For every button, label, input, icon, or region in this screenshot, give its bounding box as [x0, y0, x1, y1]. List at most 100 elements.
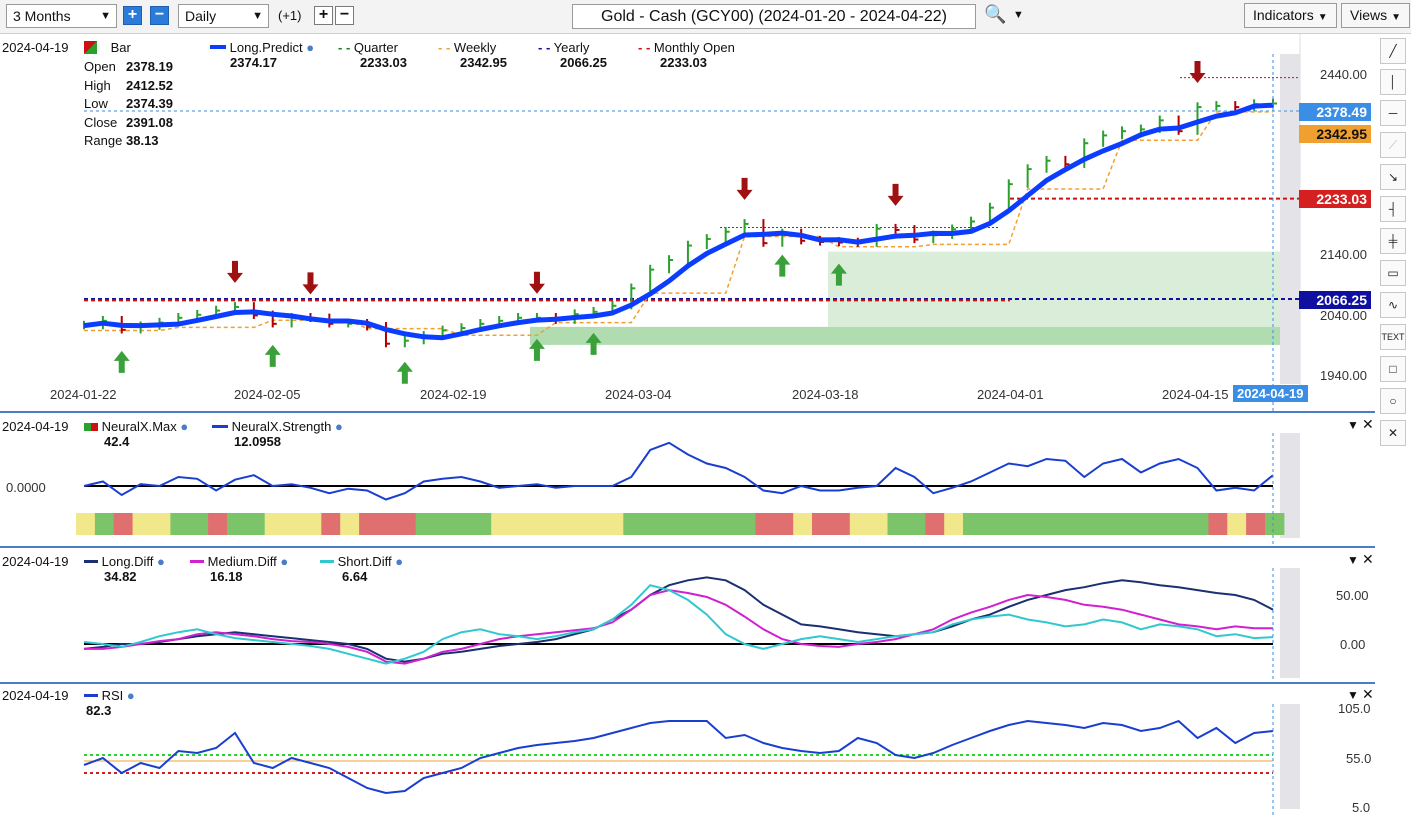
offset-increase-button[interactable]: + [314, 6, 333, 25]
neural-max-bar [283, 513, 303, 535]
legend-short-diff-value: 6.64 [342, 569, 368, 584]
projection-band [1280, 433, 1300, 538]
collapse-icon[interactable]: ▼ [1347, 553, 1359, 567]
rsi-line [83, 719, 1274, 795]
x-tick: 2024-04-01 [977, 387, 1044, 402]
neural-max-bar [227, 513, 247, 535]
legend-long-diff: Long.Diff ● 34.82 [84, 554, 165, 584]
search-icon[interactable]: 🔍 [984, 4, 1007, 24]
zero-label: 0.0000 [6, 480, 46, 495]
legend-weekly-label: Weekly [453, 40, 497, 55]
legend-medium-diff-label: Medium.Diff [207, 554, 277, 569]
neural-max-bar [547, 513, 568, 535]
neural-max-bar [1189, 513, 1209, 535]
symbol-field[interactable]: Gold - Cash (GCY00) (2024-01-20 - 2024-0… [572, 4, 976, 29]
neural-max-bar [1057, 513, 1077, 535]
close-icon[interactable]: ✕ [1362, 416, 1374, 432]
info-dot-icon[interactable]: ● [302, 40, 315, 55]
legend-bar-label: Bar [110, 40, 131, 55]
panel-divider[interactable] [0, 411, 1375, 413]
close-tool-icon[interactable]: ✕ [1380, 420, 1406, 446]
horizontal-line-tool-icon[interactable]: ─ [1380, 100, 1406, 126]
info-dot-icon[interactable]: ● [276, 554, 289, 569]
buy-arrow-icon [585, 332, 602, 355]
close-value: 2391.08 [126, 114, 173, 130]
indicators-button[interactable]: Indicators ▼ [1244, 3, 1337, 28]
crosshair-tool-icon[interactable]: ╪ [1380, 228, 1406, 254]
range-select[interactable]: 3 Months ▼ [6, 4, 117, 28]
chevron-down-icon[interactable]: ▼ [1013, 9, 1024, 21]
text-tool-icon[interactable]: TEXT [1380, 324, 1406, 350]
interval-select[interactable]: Daily ▼ [178, 4, 269, 28]
diff-panel[interactable] [0, 548, 1375, 682]
sell-arrow-icon [226, 260, 243, 283]
wave-tool-icon[interactable]: ∿ [1380, 292, 1406, 318]
arrow-tool-icon[interactable]: ↘ [1380, 164, 1406, 190]
long-predict-line [83, 102, 1274, 341]
diff-date: 2024-04-19 [2, 554, 69, 569]
x-tick: 2024-01-22 [50, 387, 117, 402]
ray-tool-icon[interactable]: ⟋ [1380, 132, 1406, 158]
collapse-icon[interactable]: ▼ [1347, 418, 1359, 432]
neural-max-bar [510, 513, 530, 535]
offset-decrease-button[interactable]: − [335, 6, 354, 25]
sell-arrow-icon [736, 177, 753, 200]
panel-divider[interactable] [0, 682, 1375, 684]
rsi-panel[interactable] [0, 684, 1375, 816]
info-dot-icon[interactable]: ● [153, 554, 165, 569]
price-chart[interactable] [0, 34, 1375, 411]
views-label: Views [1350, 7, 1388, 23]
line-swatch-icon [84, 694, 98, 697]
vertical-line-tool-icon[interactable]: │ [1380, 69, 1406, 95]
neural-max-bar [698, 513, 719, 535]
neural-max-bar [1114, 513, 1134, 535]
buy-arrow-icon [528, 338, 545, 361]
neural-max-bar [1246, 513, 1266, 535]
note-tool-icon[interactable]: ▭ [1380, 260, 1406, 286]
zoom-out-button[interactable]: − [150, 6, 169, 25]
zoom-in-button[interactable]: + [123, 6, 142, 25]
ellipse-tool-icon[interactable]: ○ [1380, 388, 1406, 414]
close-icon[interactable]: ✕ [1362, 686, 1374, 702]
info-dot-icon[interactable]: ● [176, 419, 189, 434]
line-tool-icon[interactable]: ╱ [1380, 38, 1406, 64]
legend-long-predict-value: 2374.17 [230, 55, 277, 70]
y-tick: 2040.00 [1320, 308, 1367, 323]
neural-max-bar [925, 513, 945, 535]
support-zone [828, 251, 1300, 327]
main-date: 2024-04-19 [2, 40, 69, 55]
fib-tool-icon[interactable]: ┤ [1380, 196, 1406, 222]
drawing-toolbar: ╱ │ ─ ⟋ ↘ ┤ ╪ ▭ ∿ TEXT □ ○ ✕ [1376, 36, 1411, 456]
legend-rsi: RSI ● 82.3 [84, 688, 135, 718]
neural-max-bar [396, 513, 417, 535]
neural-max-bar [736, 513, 756, 535]
panel-divider[interactable] [0, 546, 1375, 548]
info-dot-icon[interactable]: ● [391, 554, 404, 569]
toolbar: 3 Months ▼ + − Daily ▼ (+1) + − Gold - Cas… [0, 0, 1411, 34]
y-tick: 2140.00 [1320, 247, 1367, 262]
info-dot-icon[interactable]: ● [331, 419, 343, 434]
legend-quarter: - - Quarter 2233.03 [338, 40, 407, 70]
bar-swatch-icon [84, 423, 98, 431]
collapse-icon[interactable]: ▼ [1347, 688, 1359, 702]
y-tick: 1940.00 [1320, 368, 1367, 383]
legend-neural-strength-label: NeuralX.Strength [231, 419, 332, 434]
views-button[interactable]: Views ▼ [1341, 3, 1410, 28]
close-label: Close [84, 114, 118, 130]
neural-panel[interactable] [0, 413, 1375, 546]
high-value: 2412.52 [126, 77, 173, 93]
info-dot-icon[interactable]: ● [123, 688, 135, 703]
neural-max-bar [679, 513, 700, 535]
close-icon[interactable]: ✕ [1362, 551, 1374, 567]
legend-weekly: - - Weekly 2342.95 [438, 40, 507, 70]
cursor-date-tag: 2024-04-19 [1233, 385, 1308, 402]
y-tick: 2440.00 [1320, 67, 1367, 82]
legend-quarter-value: 2233.03 [360, 55, 407, 70]
chevron-down-icon: ▼ [100, 10, 111, 22]
support-zone [530, 326, 1300, 345]
chevron-down-icon: ▼ [1317, 12, 1328, 23]
rectangle-tool-icon[interactable]: □ [1380, 356, 1406, 382]
legend-neural-strength-value: 12.0958 [234, 434, 281, 449]
y-tick: 55.0 [1346, 751, 1372, 766]
neural-strength-line [83, 441, 1274, 501]
